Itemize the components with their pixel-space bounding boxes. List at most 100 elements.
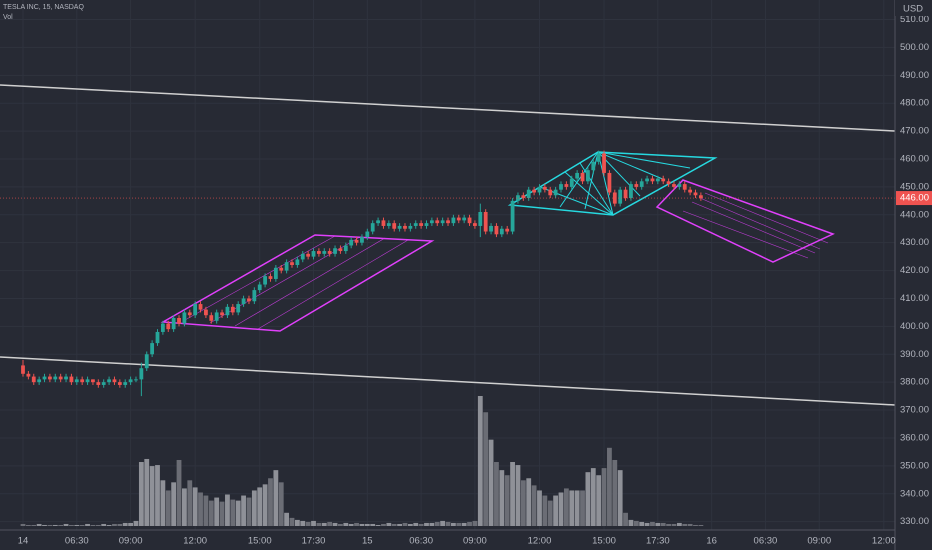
volume-bar xyxy=(644,522,650,526)
volume-bar xyxy=(687,523,693,526)
candle-body xyxy=(193,304,198,316)
volume-bar xyxy=(241,495,246,526)
candle-body xyxy=(478,212,483,226)
candle-body xyxy=(257,284,262,291)
candle-body xyxy=(311,251,316,257)
volume-bar xyxy=(580,490,585,526)
candle-body xyxy=(386,223,391,226)
y-tick-label: 470.00 xyxy=(900,126,929,137)
volume-bar xyxy=(262,484,268,526)
candle-body xyxy=(392,223,397,229)
volume-bar xyxy=(585,472,591,526)
candle-body xyxy=(413,223,418,226)
volume-bar xyxy=(477,396,483,526)
trend-line xyxy=(0,356,896,406)
volume-bar xyxy=(25,524,31,526)
candle-body xyxy=(139,368,144,380)
candle-body xyxy=(225,306,230,316)
volume-bar xyxy=(499,470,505,526)
candle-body xyxy=(273,267,278,279)
volume-bar xyxy=(246,497,252,526)
volume-bar xyxy=(294,519,300,526)
candle-body xyxy=(198,304,203,310)
x-tick-label: 09:00 xyxy=(463,536,487,547)
volume-bar xyxy=(515,465,521,526)
candle-body xyxy=(327,251,332,254)
volume-bar xyxy=(467,521,472,526)
volume-bar xyxy=(375,524,381,526)
volume-bar xyxy=(278,482,284,526)
candle-body xyxy=(532,189,536,193)
volume-bar xyxy=(574,490,580,526)
candle-body xyxy=(58,376,63,380)
volume-bar xyxy=(311,520,316,526)
candle-body xyxy=(548,189,553,196)
volume-bar xyxy=(526,478,532,526)
candle-body xyxy=(602,153,606,173)
y-tick-label: 360.00 xyxy=(900,432,929,443)
candle-body xyxy=(160,323,165,332)
volume-bar xyxy=(149,466,155,526)
volume-bar xyxy=(289,517,295,526)
y-tick-label: 510.00 xyxy=(900,14,929,25)
candle-body xyxy=(553,189,558,196)
volume-bar xyxy=(434,521,440,526)
candle-body xyxy=(408,225,413,229)
candle-body xyxy=(155,331,160,344)
volume-bar xyxy=(354,522,359,526)
candle-body xyxy=(53,376,58,380)
volume-bar xyxy=(338,523,343,526)
x-tick-label: 12:00 xyxy=(872,536,896,547)
candle-body xyxy=(499,228,504,235)
volume-bar xyxy=(257,487,263,526)
candle-body xyxy=(96,382,101,385)
candle-body xyxy=(209,315,214,321)
candle-body xyxy=(586,170,590,182)
axes: 330.00 340.00 350.00 360.00 370.00 380.00 390.… xyxy=(18,14,932,547)
volume-bar xyxy=(90,524,96,526)
candle-body xyxy=(263,276,267,285)
candle-body xyxy=(688,189,693,193)
volume-bar xyxy=(225,494,230,526)
candle-body xyxy=(672,184,676,187)
candle-body xyxy=(42,376,47,380)
candle-body xyxy=(397,225,402,229)
candle-body xyxy=(682,184,687,190)
y-tick-label: 350.00 xyxy=(900,460,929,471)
x-tick-label: 17:30 xyxy=(302,536,326,547)
candle-body xyxy=(64,376,68,380)
volume-bar xyxy=(650,521,655,526)
candle-body xyxy=(559,184,563,190)
volume-bar xyxy=(117,523,123,526)
candle-body xyxy=(650,178,655,182)
volume-bar xyxy=(203,495,209,526)
candle-body xyxy=(295,259,300,265)
candle-body xyxy=(284,262,289,271)
candle-body xyxy=(629,184,633,199)
candle-body xyxy=(128,379,133,383)
fan xyxy=(507,151,718,216)
volume-bar xyxy=(235,500,241,526)
candle-body xyxy=(467,217,472,224)
volume-bar xyxy=(47,524,53,526)
volume-bar xyxy=(633,520,639,526)
volume-bar xyxy=(510,462,515,526)
candle-body xyxy=(365,231,370,238)
candle-body xyxy=(564,184,569,187)
candle-body xyxy=(48,376,52,380)
volume-bar xyxy=(42,524,47,526)
volume-bar xyxy=(413,522,419,526)
y-tick-label: 430.00 xyxy=(900,237,929,248)
volume-bar xyxy=(386,522,392,526)
volume-bar xyxy=(494,462,499,526)
candle-body xyxy=(569,178,574,187)
candle-body xyxy=(144,354,149,369)
candle-body xyxy=(494,225,499,235)
candle-body xyxy=(456,217,461,221)
volume-bar xyxy=(316,522,322,526)
y-unit: USD xyxy=(903,4,923,15)
candle-body xyxy=(333,248,337,254)
volume-bar xyxy=(612,459,618,526)
candle-body xyxy=(177,318,181,324)
volume-bar xyxy=(639,521,645,526)
